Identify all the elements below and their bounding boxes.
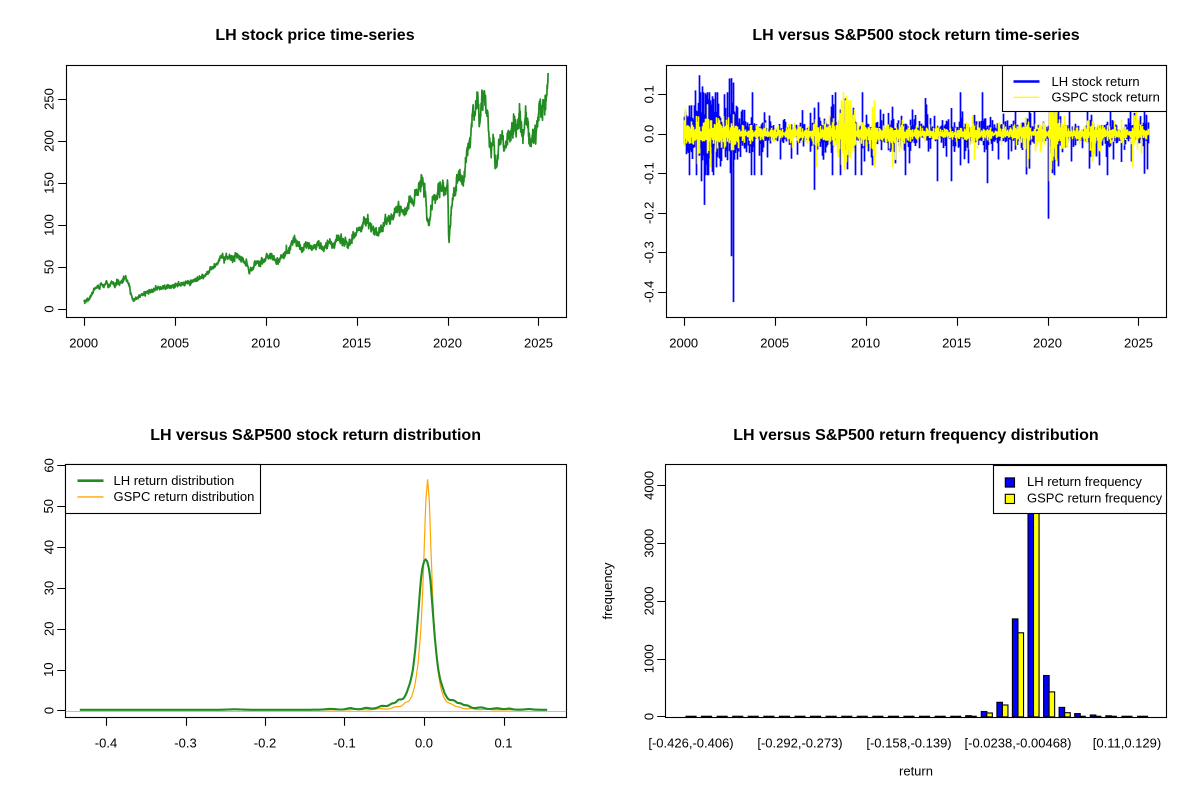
svg-text:60: 60 bbox=[41, 458, 56, 472]
svg-text:2010: 2010 bbox=[851, 336, 880, 351]
svg-text:GSPC return frequency: GSPC return frequency bbox=[1027, 490, 1163, 505]
svg-text:LH return frequency: LH return frequency bbox=[1027, 474, 1142, 489]
svg-text:-0.3: -0.3 bbox=[642, 241, 657, 263]
svg-text:50: 50 bbox=[42, 260, 57, 274]
svg-text:3000: 3000 bbox=[641, 529, 656, 558]
svg-text:2010: 2010 bbox=[251, 336, 280, 351]
svg-text:0.0: 0.0 bbox=[415, 735, 433, 750]
svg-text:LH stock price time-series: LH stock price time-series bbox=[215, 27, 414, 44]
svg-text:-0.2: -0.2 bbox=[642, 202, 657, 224]
svg-text:20: 20 bbox=[41, 622, 56, 636]
svg-text:0.1: 0.1 bbox=[642, 85, 657, 103]
svg-text:2025: 2025 bbox=[524, 336, 553, 351]
svg-text:2005: 2005 bbox=[160, 336, 189, 351]
svg-text:0: 0 bbox=[41, 707, 56, 714]
svg-text:-0.1: -0.1 bbox=[642, 162, 657, 184]
svg-text:GSPC return distribution: GSPC return distribution bbox=[114, 489, 255, 504]
svg-text:0: 0 bbox=[42, 305, 57, 312]
svg-text:[-0.292,-0.273): [-0.292,-0.273) bbox=[757, 735, 842, 750]
svg-text:30: 30 bbox=[41, 581, 56, 595]
svg-text:-0.3: -0.3 bbox=[174, 735, 196, 750]
svg-text:2020: 2020 bbox=[433, 336, 462, 351]
svg-text:0.1: 0.1 bbox=[494, 735, 512, 750]
svg-text:-0.2: -0.2 bbox=[254, 735, 276, 750]
svg-text:-0.4: -0.4 bbox=[95, 735, 117, 750]
svg-text:[-0.0238,-0.00468): [-0.0238,-0.00468) bbox=[965, 735, 1072, 750]
svg-text:2000: 2000 bbox=[669, 336, 698, 351]
svg-text:LH versus S&P500 stock return: LH versus S&P500 stock return distributi… bbox=[150, 427, 481, 444]
svg-text:[0.11,0.129): [0.11,0.129) bbox=[1093, 735, 1161, 750]
svg-text:200: 200 bbox=[42, 130, 57, 152]
svg-text:2020: 2020 bbox=[1033, 336, 1062, 351]
svg-text:LH return distribution: LH return distribution bbox=[114, 473, 235, 488]
svg-text:2005: 2005 bbox=[760, 336, 789, 351]
svg-text:2000: 2000 bbox=[641, 586, 656, 615]
svg-text:LH versus S&P500 stock return: LH versus S&P500 stock return time-serie… bbox=[752, 27, 1079, 44]
svg-text:250: 250 bbox=[42, 88, 57, 110]
svg-text:LH stock return: LH stock return bbox=[1052, 74, 1140, 89]
svg-text:10: 10 bbox=[41, 662, 56, 676]
svg-text:150: 150 bbox=[42, 172, 57, 194]
svg-text:2000: 2000 bbox=[69, 336, 98, 351]
svg-text:40: 40 bbox=[41, 540, 56, 554]
svg-text:2025: 2025 bbox=[1124, 336, 1153, 351]
svg-text:4000: 4000 bbox=[641, 471, 656, 500]
svg-text:0.0: 0.0 bbox=[642, 125, 657, 143]
svg-text:[-0.426,-0.406): [-0.426,-0.406) bbox=[648, 735, 733, 750]
svg-text:50: 50 bbox=[41, 499, 56, 513]
svg-text:2015: 2015 bbox=[342, 336, 371, 351]
svg-text:[-0.158,-0.139): [-0.158,-0.139) bbox=[866, 735, 951, 750]
svg-text:1000: 1000 bbox=[641, 644, 656, 673]
svg-text:return: return bbox=[899, 764, 933, 779]
svg-text:100: 100 bbox=[42, 214, 57, 236]
svg-text:GSPC stock return: GSPC stock return bbox=[1052, 90, 1160, 105]
svg-text:frequency: frequency bbox=[600, 562, 615, 620]
svg-text:-0.1: -0.1 bbox=[333, 735, 355, 750]
svg-text:LH versus S&P500 return freque: LH versus S&P500 return frequency distri… bbox=[733, 427, 1098, 444]
svg-text:0: 0 bbox=[641, 713, 656, 720]
svg-text:-0.4: -0.4 bbox=[642, 281, 657, 303]
svg-text:2015: 2015 bbox=[942, 336, 971, 351]
